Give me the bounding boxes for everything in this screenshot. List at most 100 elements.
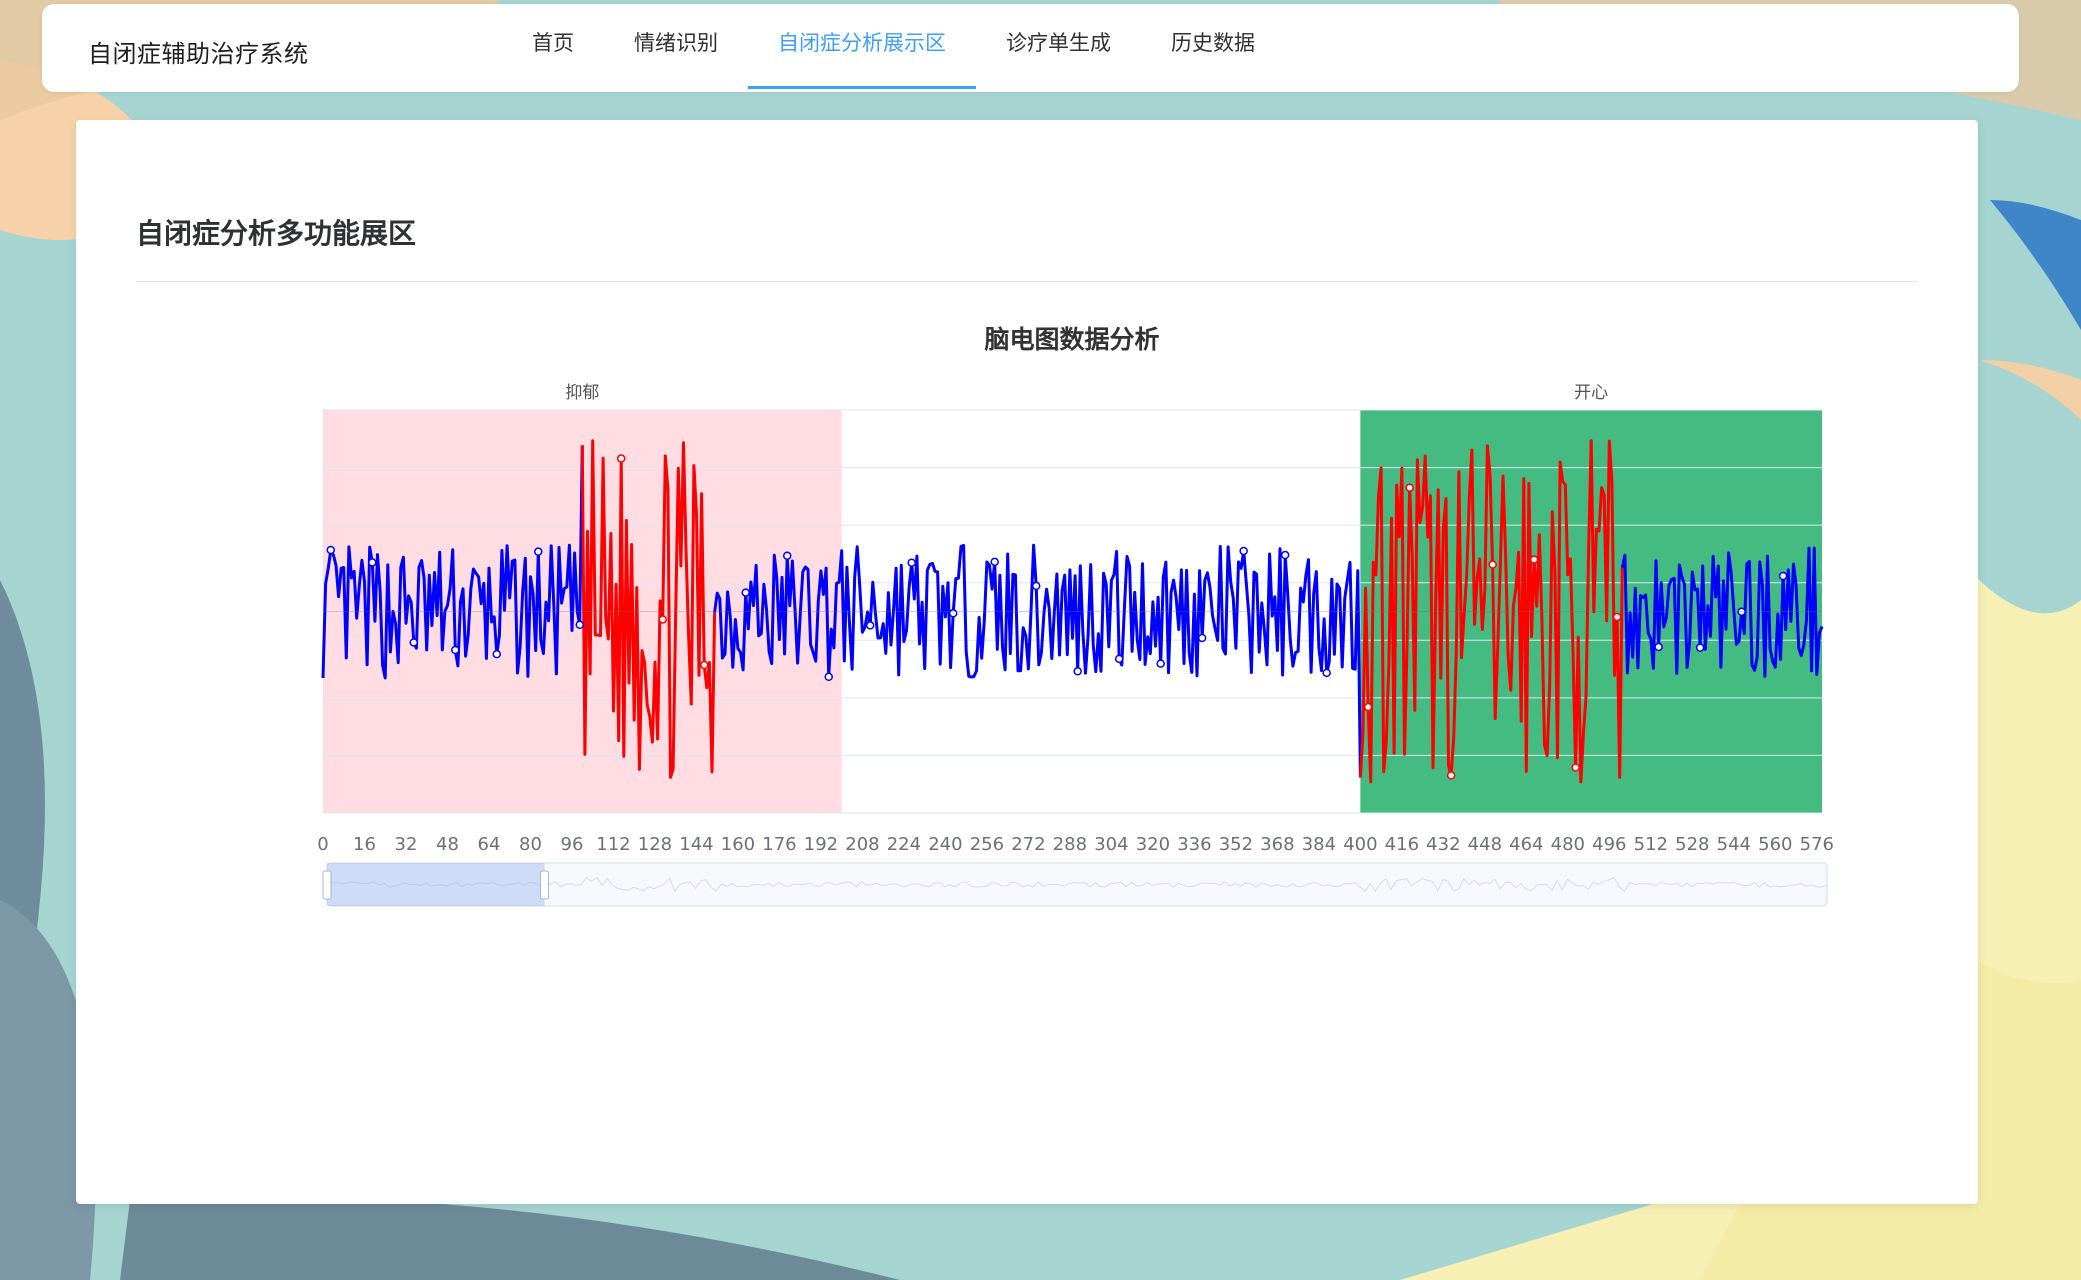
- analysis-panel: 自闭症分析多功能展区 脑电图数据分析 抑郁 开心 0 16 32 48 64 80 96 112…: [76, 120, 1978, 1204]
- eeg-point: [368, 558, 377, 567]
- eeg-point: [1654, 642, 1663, 652]
- eeg-point: [1529, 555, 1539, 564]
- x-tick-label-304: 304: [1094, 834, 1128, 855]
- x-tick-label-48: 48: [436, 834, 459, 855]
- x-tick-label-208: 208: [845, 834, 879, 855]
- eeg-point: [1031, 581, 1041, 591]
- eeg-line-segment-0: [321, 445, 584, 680]
- x-tick-label-496: 496: [1592, 834, 1626, 855]
- zoom-selected-window: [327, 863, 545, 906]
- eeg-point: [1114, 654, 1124, 664]
- chart-title: 脑电图数据分析: [984, 325, 1159, 354]
- x-tick-label-400: 400: [1343, 834, 1377, 855]
- nav-item-analysis[interactable]: 自闭症分析展示区: [748, 0, 976, 89]
- x-tick-label-0: 0: [317, 834, 328, 855]
- x-tick-label-512: 512: [1634, 834, 1668, 855]
- eeg-point: [1695, 643, 1705, 652]
- eeg-point: [451, 645, 460, 655]
- eeg-point: [948, 609, 958, 618]
- eeg-point: [1156, 659, 1165, 668]
- region-label-0: 抑郁: [565, 383, 599, 403]
- eeg-point: [990, 557, 999, 567]
- eeg-point: [1488, 560, 1497, 569]
- nav-item-report-generation[interactable]: 诊疗单生成: [1006, 31, 1111, 55]
- zoom-preview-line: [326, 877, 1828, 893]
- data-zoom-slider[interactable]: [322, 862, 1828, 907]
- main-nav: 首页 情绪识别 自闭症分析展示区 诊疗单生成 历史数据: [502, 4, 1285, 92]
- x-tick-label-112: 112: [596, 834, 630, 855]
- top-navigation-bar: 自闭症辅助治疗系统 首页 情绪识别 自闭症分析展示区 诊疗单生成 历史数据: [42, 4, 2019, 92]
- nav-item-emotion-recognition[interactable]: 情绪识别: [634, 31, 718, 55]
- x-tick-label-576: 576: [1800, 834, 1834, 855]
- eeg-point: [782, 551, 792, 561]
- x-tick-label-528: 528: [1675, 834, 1709, 855]
- x-tick-label-160: 160: [721, 834, 755, 855]
- eeg-point: [409, 638, 419, 647]
- x-tick-label-224: 224: [887, 834, 921, 855]
- eeg-point: [534, 547, 543, 556]
- panel-divider: [136, 281, 1918, 282]
- x-tick-label-416: 416: [1385, 834, 1419, 855]
- panel-title: 自闭症分析多功能展区: [136, 217, 417, 250]
- zoom-handle-end[interactable]: [540, 870, 549, 900]
- eeg-line-segment-1: [580, 439, 717, 779]
- x-tick-label-288: 288: [1053, 834, 1087, 855]
- zoom-track: [326, 862, 1828, 907]
- eeg-point: [699, 660, 709, 670]
- eeg-point: [1363, 702, 1373, 712]
- app-title: 自闭症辅助治疗系统: [88, 40, 309, 68]
- eeg-chart: 脑电图数据分析 抑郁 开心 0 16 32 48 64 80 96 112 128 144 160 17…: [317, 325, 1834, 907]
- eeg-point: [1322, 668, 1331, 678]
- x-tick-label-560: 560: [1758, 834, 1792, 855]
- eeg-point: [492, 649, 502, 659]
- eeg-point: [741, 588, 750, 597]
- eeg-point: [1571, 763, 1580, 772]
- x-tick-label-544: 544: [1717, 834, 1751, 855]
- x-tick-label-144: 144: [679, 834, 713, 855]
- x-tick-label-352: 352: [1219, 834, 1253, 855]
- eeg-line-segment-4: [1620, 546, 1824, 678]
- eeg-point: [1446, 771, 1456, 780]
- x-tick-label-256: 256: [970, 834, 1004, 855]
- eeg-point: [658, 615, 667, 624]
- eeg-point: [1197, 633, 1207, 643]
- x-tick-label-176: 176: [762, 834, 796, 855]
- eeg-point: [1280, 550, 1290, 560]
- eeg-point: [1405, 483, 1414, 492]
- eeg-series: [321, 439, 1824, 784]
- eeg-point: [326, 545, 336, 555]
- x-tick-label-128: 128: [638, 834, 672, 855]
- x-tick-label-64: 64: [478, 834, 501, 855]
- x-tick-label-448: 448: [1468, 834, 1502, 855]
- region-labels: 抑郁 开心: [565, 383, 1608, 403]
- nav-item-home[interactable]: 首页: [532, 31, 574, 55]
- eeg-point: [575, 620, 584, 630]
- x-axis: 0 16 32 48 64 80 96 112 128 144 160 176 192 208 224 240…: [317, 611, 1834, 855]
- x-tick-label-432: 432: [1426, 834, 1460, 855]
- x-tick-label-480: 480: [1551, 834, 1585, 855]
- eeg-point: [824, 672, 833, 682]
- x-tick-label-192: 192: [804, 834, 838, 855]
- eeg-line-segment-3: [1358, 439, 1624, 784]
- x-tick-label-272: 272: [1011, 834, 1045, 855]
- eeg-point: [1612, 612, 1622, 622]
- x-tick-label-464: 464: [1509, 834, 1543, 855]
- x-tick-label-32: 32: [395, 834, 418, 855]
- region-label-1: 开心: [1574, 383, 1608, 403]
- x-tick-label-384: 384: [1302, 834, 1336, 855]
- x-tick-label-16: 16: [353, 834, 376, 855]
- x-tick-label-336: 336: [1177, 834, 1211, 855]
- eeg-point: [616, 454, 626, 463]
- x-tick-label-240: 240: [928, 834, 962, 855]
- eeg-point: [1778, 571, 1788, 581]
- eeg-point: [1737, 607, 1746, 617]
- eeg-point: [1073, 667, 1082, 676]
- x-tick-label-320: 320: [1136, 834, 1170, 855]
- eeg-line-segment-2: [713, 543, 1362, 778]
- eeg-point: [1239, 546, 1248, 556]
- nav-item-history[interactable]: 历史数据: [1171, 31, 1255, 55]
- eeg-point: [865, 621, 875, 630]
- x-tick-label-80: 80: [519, 834, 542, 855]
- x-tick-label-368: 368: [1260, 834, 1294, 855]
- zoom-handle-start[interactable]: [322, 870, 332, 900]
